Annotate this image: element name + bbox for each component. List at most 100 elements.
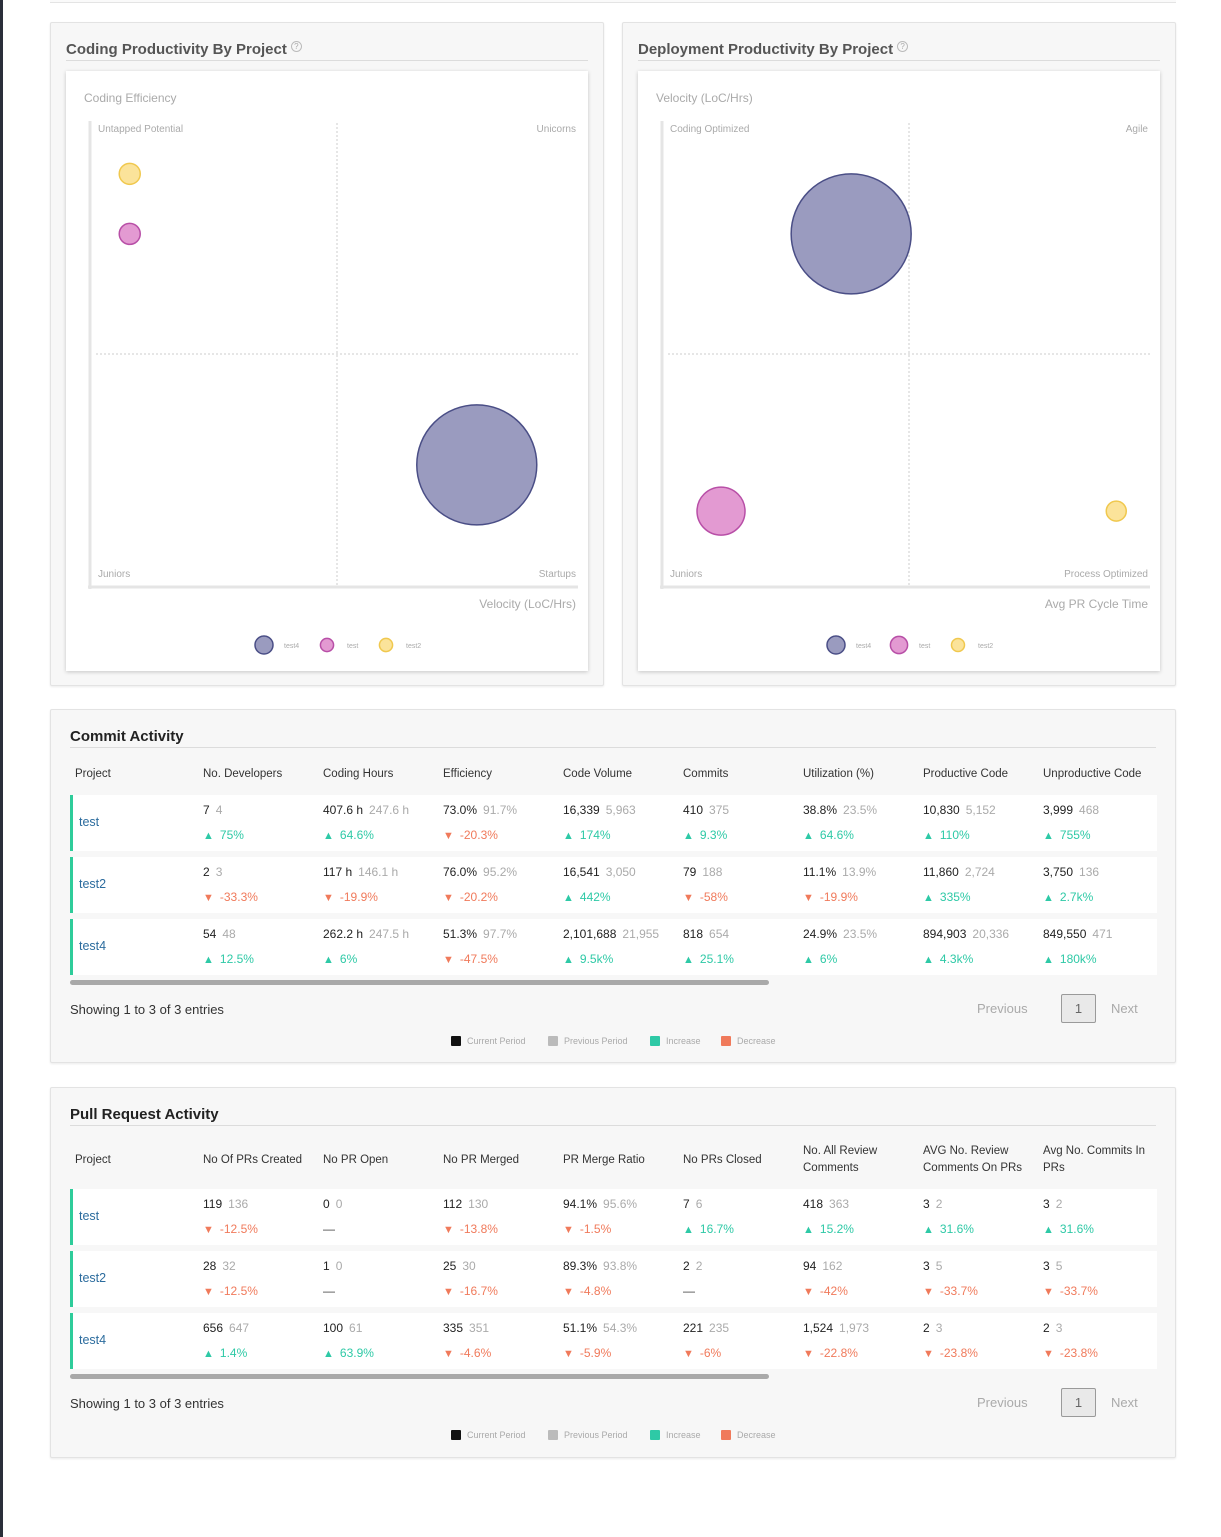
top-strip bbox=[50, 0, 1176, 3]
next-page-button[interactable]: Next bbox=[1111, 1395, 1138, 1410]
deploy-legend-marker-test4[interactable] bbox=[826, 635, 846, 655]
coding-legend-marker-test2[interactable] bbox=[378, 637, 394, 653]
project-link[interactable]: test4 bbox=[79, 939, 107, 953]
coding-quadrant-top-left: Untapped Potential bbox=[98, 124, 183, 135]
horizontal-scrollbar[interactable] bbox=[70, 980, 769, 985]
column-header[interactable]: No. All Review Comments bbox=[803, 1145, 878, 1174]
previous-value: 91.7% bbox=[483, 803, 518, 817]
change-value: -13.8% bbox=[459, 1222, 498, 1236]
current-value: 1,524 bbox=[803, 1321, 834, 1335]
column-header[interactable]: Unproductive Code bbox=[1043, 767, 1142, 780]
previous-value: 21,955 bbox=[622, 927, 660, 941]
deploy-quadrant-top-right: Agile bbox=[1126, 124, 1149, 135]
triangle-up-icon: ▲ bbox=[803, 830, 814, 842]
column-header[interactable]: Commits bbox=[683, 767, 729, 780]
previous-page-button[interactable]: Previous bbox=[977, 1001, 1028, 1016]
deploy-legend-label-test4[interactable]: test4 bbox=[856, 643, 871, 650]
previous-value: 3 bbox=[215, 865, 223, 879]
increase-change: ▲ 6% bbox=[323, 952, 357, 966]
previous-value: 6 bbox=[695, 1197, 703, 1211]
table-cell: 100 61 ▲ 63.9% bbox=[323, 1321, 374, 1360]
coding-legend-marker-test4[interactable] bbox=[254, 635, 274, 655]
change-value: 31.6% bbox=[939, 1222, 974, 1236]
decrease-change: ▼ -33.7% bbox=[923, 1284, 978, 1298]
previous-value: 32 bbox=[222, 1259, 236, 1273]
next-page-button[interactable]: Next bbox=[1111, 1001, 1138, 1016]
triangle-down-icon: ▼ bbox=[1043, 1348, 1054, 1360]
triangle-down-icon: ▼ bbox=[803, 1286, 814, 1298]
entries-info: Showing 1 to 3 of 3 entries bbox=[70, 1396, 224, 1411]
table-row: test4 656 647 ▲ 1.4% 100 61 ▲ 63.9% 335 351 ▼ -4.6% 5… bbox=[70, 1313, 1157, 1369]
deploy-legend-marker-test2[interactable] bbox=[950, 637, 966, 653]
column-header[interactable]: AVG No. Review Comments On PRs bbox=[923, 1145, 1023, 1174]
column-header[interactable]: No PR Open bbox=[323, 1153, 389, 1166]
horizontal-scrollbar[interactable] bbox=[70, 1374, 769, 1379]
previous-page-button[interactable]: Previous bbox=[977, 1395, 1028, 1410]
column-header[interactable]: No Of PRs Created bbox=[203, 1153, 303, 1166]
column-header[interactable]: Avg No. Commits In PRs bbox=[1043, 1145, 1146, 1174]
coding-y-axis-label: Coding Efficiency bbox=[84, 91, 177, 105]
table-row: test4 54 48 ▲ 12.5% 262.2 h 247.5 h ▲ 6% 51.3% 97.… bbox=[70, 919, 1157, 975]
previous-value: 2 bbox=[695, 1259, 703, 1273]
coding-legend-label-test2[interactable]: test2 bbox=[406, 643, 421, 650]
project-link[interactable]: test2 bbox=[79, 877, 107, 891]
coding-point-test2[interactable] bbox=[118, 162, 141, 186]
project-link[interactable]: test2 bbox=[79, 1271, 107, 1285]
change-value: 1.4% bbox=[219, 1346, 248, 1360]
column-header[interactable]: Code Volume bbox=[563, 767, 633, 780]
column-header[interactable]: No PR Merged bbox=[443, 1153, 520, 1166]
coding-legend-label-test[interactable]: test bbox=[347, 643, 358, 650]
previous-value: 3 bbox=[935, 1321, 943, 1335]
deploy-legend-label-test[interactable]: test bbox=[919, 643, 930, 650]
page-1-button[interactable]: 1 bbox=[1061, 994, 1096, 1023]
current-value: 7 bbox=[203, 803, 210, 817]
coding-legend-marker-test[interactable] bbox=[319, 637, 335, 653]
column-header[interactable]: Productive Code bbox=[923, 767, 1009, 780]
page-1-button[interactable]: 1 bbox=[1061, 1388, 1096, 1417]
column-header[interactable]: Utilization (%) bbox=[803, 767, 874, 780]
deploy-x-axis-label: Avg PR Cycle Time bbox=[1045, 597, 1148, 611]
column-header[interactable]: Coding Hours bbox=[323, 767, 394, 780]
legend-label: Current Period bbox=[467, 1430, 526, 1440]
column-header[interactable]: No. Developers bbox=[203, 767, 283, 780]
change-value: 2.7k% bbox=[1059, 890, 1094, 904]
deploy-point-test2[interactable] bbox=[1105, 500, 1128, 522]
table-cell: 418 363 ▲ 15.2% bbox=[803, 1197, 854, 1236]
deploy-point-test4[interactable] bbox=[790, 173, 912, 295]
increase-change: ▲ 335% bbox=[923, 890, 971, 904]
column-header[interactable]: PR Merge Ratio bbox=[563, 1153, 645, 1166]
project-link[interactable]: test4 bbox=[79, 1333, 107, 1347]
no-change: — bbox=[323, 1222, 335, 1236]
table-row: test2 28 32 ▼ -12.5% 1 0—25 30 ▼ -16.7% 89.3% 93.8%… bbox=[70, 1251, 1157, 1307]
decrease-change: ▼ -19.9% bbox=[803, 890, 858, 904]
deploy-point-test[interactable] bbox=[696, 486, 746, 536]
coding-legend-label-test4[interactable]: test4 bbox=[284, 643, 299, 650]
project-link[interactable]: test bbox=[79, 815, 100, 829]
coding-chart-card: Coding Efficiency Untapped Potential Unico… bbox=[66, 71, 588, 671]
previous-value: 654 bbox=[709, 927, 730, 941]
column-header[interactable]: Efficiency bbox=[443, 767, 493, 780]
project-link[interactable]: test bbox=[79, 1209, 100, 1223]
change-value: -19.9% bbox=[819, 890, 858, 904]
deploy-legend-marker-test[interactable] bbox=[889, 635, 909, 655]
current-value: 94 bbox=[803, 1259, 817, 1273]
coding-point-test[interactable] bbox=[118, 222, 141, 246]
deploy-legend-label-test2[interactable]: test2 bbox=[978, 643, 993, 650]
triangle-up-icon: ▲ bbox=[683, 830, 694, 842]
increase-change: ▲ 442% bbox=[563, 890, 611, 904]
question-circle-icon[interactable]: ? bbox=[290, 41, 302, 52]
change-value: -58% bbox=[699, 890, 728, 904]
change-value: 755% bbox=[1059, 828, 1091, 842]
previous-value: 23.5% bbox=[843, 803, 878, 817]
column-header[interactable]: Project bbox=[75, 767, 111, 780]
question-circle-icon[interactable]: ? bbox=[897, 41, 909, 52]
previous-value: 0 bbox=[335, 1197, 343, 1211]
column-header[interactable]: Project bbox=[75, 1153, 111, 1166]
triangle-down-icon: ▼ bbox=[443, 1224, 454, 1236]
current-value: 2 bbox=[923, 1321, 930, 1335]
current-value: 100 bbox=[323, 1321, 344, 1335]
current-value: 2,101,688 bbox=[563, 927, 617, 941]
change-value: -23.8% bbox=[1059, 1346, 1098, 1360]
column-header[interactable]: No PRs Closed bbox=[683, 1153, 762, 1166]
coding-point-test4[interactable] bbox=[416, 404, 538, 526]
